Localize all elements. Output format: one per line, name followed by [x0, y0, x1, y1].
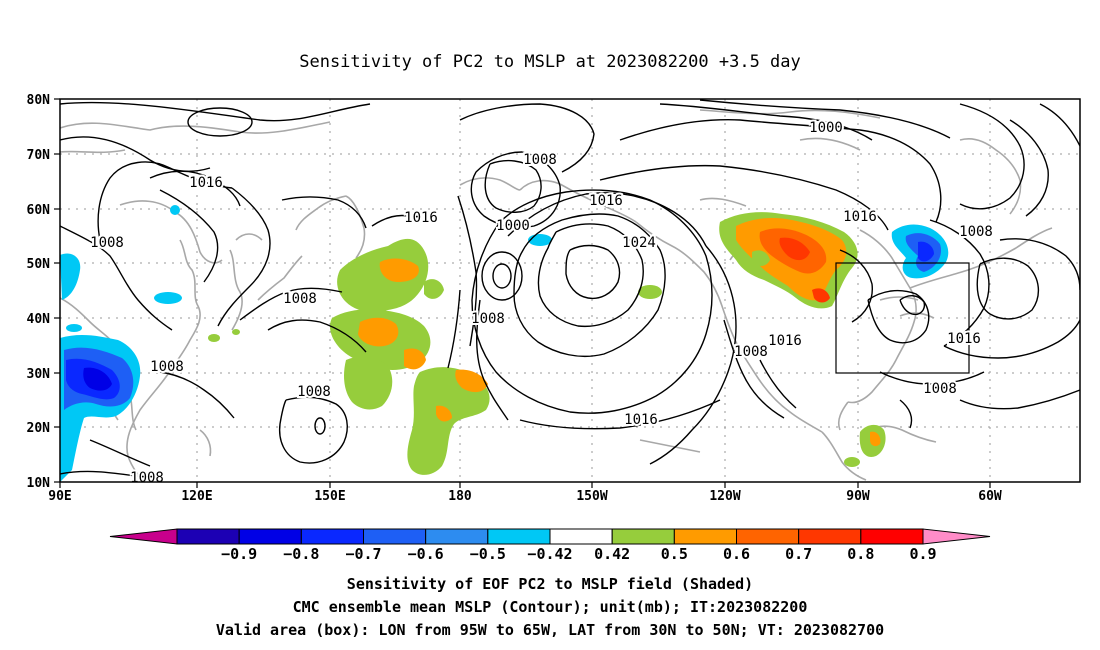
colorbar-tick-label: 0.6 — [723, 545, 750, 563]
colorbar-min-arrow — [109, 528, 178, 545]
contour-label: 1016 — [189, 175, 223, 191]
lon-label: 120E — [181, 489, 212, 504]
longitude-labels: 90E 120E 150E 180 150W 120W 90W 60W — [48, 489, 1002, 504]
colorbar-swatch — [860, 528, 924, 545]
colorbar-tick-label: 0.42 — [594, 545, 630, 563]
colorbar-swatch — [798, 528, 862, 545]
sensitivity-shading — [60, 205, 949, 482]
colorbar-tick-label: −0.7 — [345, 545, 381, 563]
colorbar-tick-label: 0.9 — [909, 545, 936, 563]
contour-label: 1008 — [471, 311, 505, 327]
contour-label: 1016 — [624, 412, 658, 428]
map-panel: 1000 1000 1008 1008 1008 1008 1008 1008 … — [27, 93, 1081, 504]
caption: Sensitivity of EOF PC2 to MSLP field (Sh… — [216, 575, 884, 639]
colorbar: −0.9 −0.8 −0.7 −0.6 −0.5 −0.42 0.42 0.5 0.6 0.7 0.… — [109, 528, 991, 563]
colorbar-max-arrow — [922, 528, 991, 545]
colorbar-tick-label: 0.8 — [847, 545, 874, 563]
caption-line-3: Valid area (box): LON from 95W to 65W, L… — [216, 621, 884, 639]
contour-labels: 1000 1000 1008 1008 1008 1008 1008 1008 … — [88, 118, 995, 488]
valid-area-box — [835, 262, 970, 374]
colorbar-tick-label: 0.5 — [661, 545, 688, 563]
lon-label: 150E — [314, 489, 345, 504]
lon-label: 90E — [48, 489, 71, 504]
map-background — [60, 99, 1080, 482]
contour-label: 1008 — [734, 344, 768, 360]
contour-label: 1016 — [843, 209, 877, 225]
lon-label: 60W — [978, 489, 1002, 504]
contour-label: 1008 — [297, 384, 331, 400]
colorbar-tick-label: −0.42 — [527, 545, 572, 563]
lat-label: 70N — [27, 148, 51, 163]
colorbar-tick-label: 0.7 — [785, 545, 812, 563]
lat-label: 30N — [27, 367, 51, 382]
lon-label: 150W — [576, 489, 607, 504]
colorbar-swatch — [611, 528, 675, 545]
contour-label: 1008 — [523, 152, 557, 168]
contour-label: 1016 — [947, 331, 981, 347]
contour-label: 1016 — [404, 210, 438, 226]
contour-label: 1008 — [283, 291, 317, 307]
colorbar-tick-label: −0.6 — [408, 545, 444, 563]
contour-label: 1000 — [496, 218, 530, 234]
lat-label: 10N — [27, 476, 51, 491]
contour-label: 1008 — [923, 381, 957, 397]
contour-label: 1008 — [90, 235, 124, 251]
contour-label: 1008 — [130, 470, 164, 486]
colorbar-swatch — [425, 528, 489, 545]
colorbar-tick-label: −0.9 — [221, 545, 257, 563]
contour-label: 1008 — [959, 224, 993, 240]
contour-label: 1008 — [150, 359, 184, 375]
lon-label: 180 — [448, 489, 472, 504]
map-frame — [59, 98, 1081, 483]
caption-line-1: Sensitivity of EOF PC2 to MSLP field (Sh… — [347, 575, 753, 593]
lat-label: 80N — [27, 93, 51, 108]
lat-label: 60N — [27, 203, 51, 218]
colorbar-swatch — [363, 528, 427, 545]
lat-label: 50N — [27, 257, 51, 272]
latitude-labels: 80N 70N 60N 50N 40N 30N 20N 10N — [27, 93, 51, 491]
colorbar-swatch — [673, 528, 737, 545]
contour-label: 1016 — [768, 333, 802, 349]
lat-label: 20N — [27, 421, 51, 436]
contour-label: 1024 — [622, 235, 656, 251]
mslp-contours — [60, 99, 1080, 479]
colorbar-tick-label: −0.8 — [283, 545, 319, 563]
axis-ticks — [54, 98, 991, 488]
colorbar-swatch — [176, 528, 240, 545]
colorbar-swatch — [238, 528, 302, 545]
lon-label: 90W — [846, 489, 870, 504]
colorbar-swatch — [300, 528, 365, 545]
colorbar-tick-label: −0.5 — [470, 545, 506, 563]
colorbar-swatch — [487, 528, 551, 545]
figure-title: Sensitivity of PC2 to MSLP at 2023082200… — [299, 52, 801, 72]
colorbar-swatch — [736, 528, 800, 545]
contour-label: 1000 — [809, 120, 843, 136]
caption-line-2: CMC ensemble mean MSLP (Contour); unit(m… — [293, 598, 808, 616]
lat-label: 40N — [27, 312, 51, 327]
colorbar-swatch — [549, 528, 613, 545]
contour-label: 1016 — [589, 193, 623, 209]
lon-label: 120W — [709, 489, 740, 504]
